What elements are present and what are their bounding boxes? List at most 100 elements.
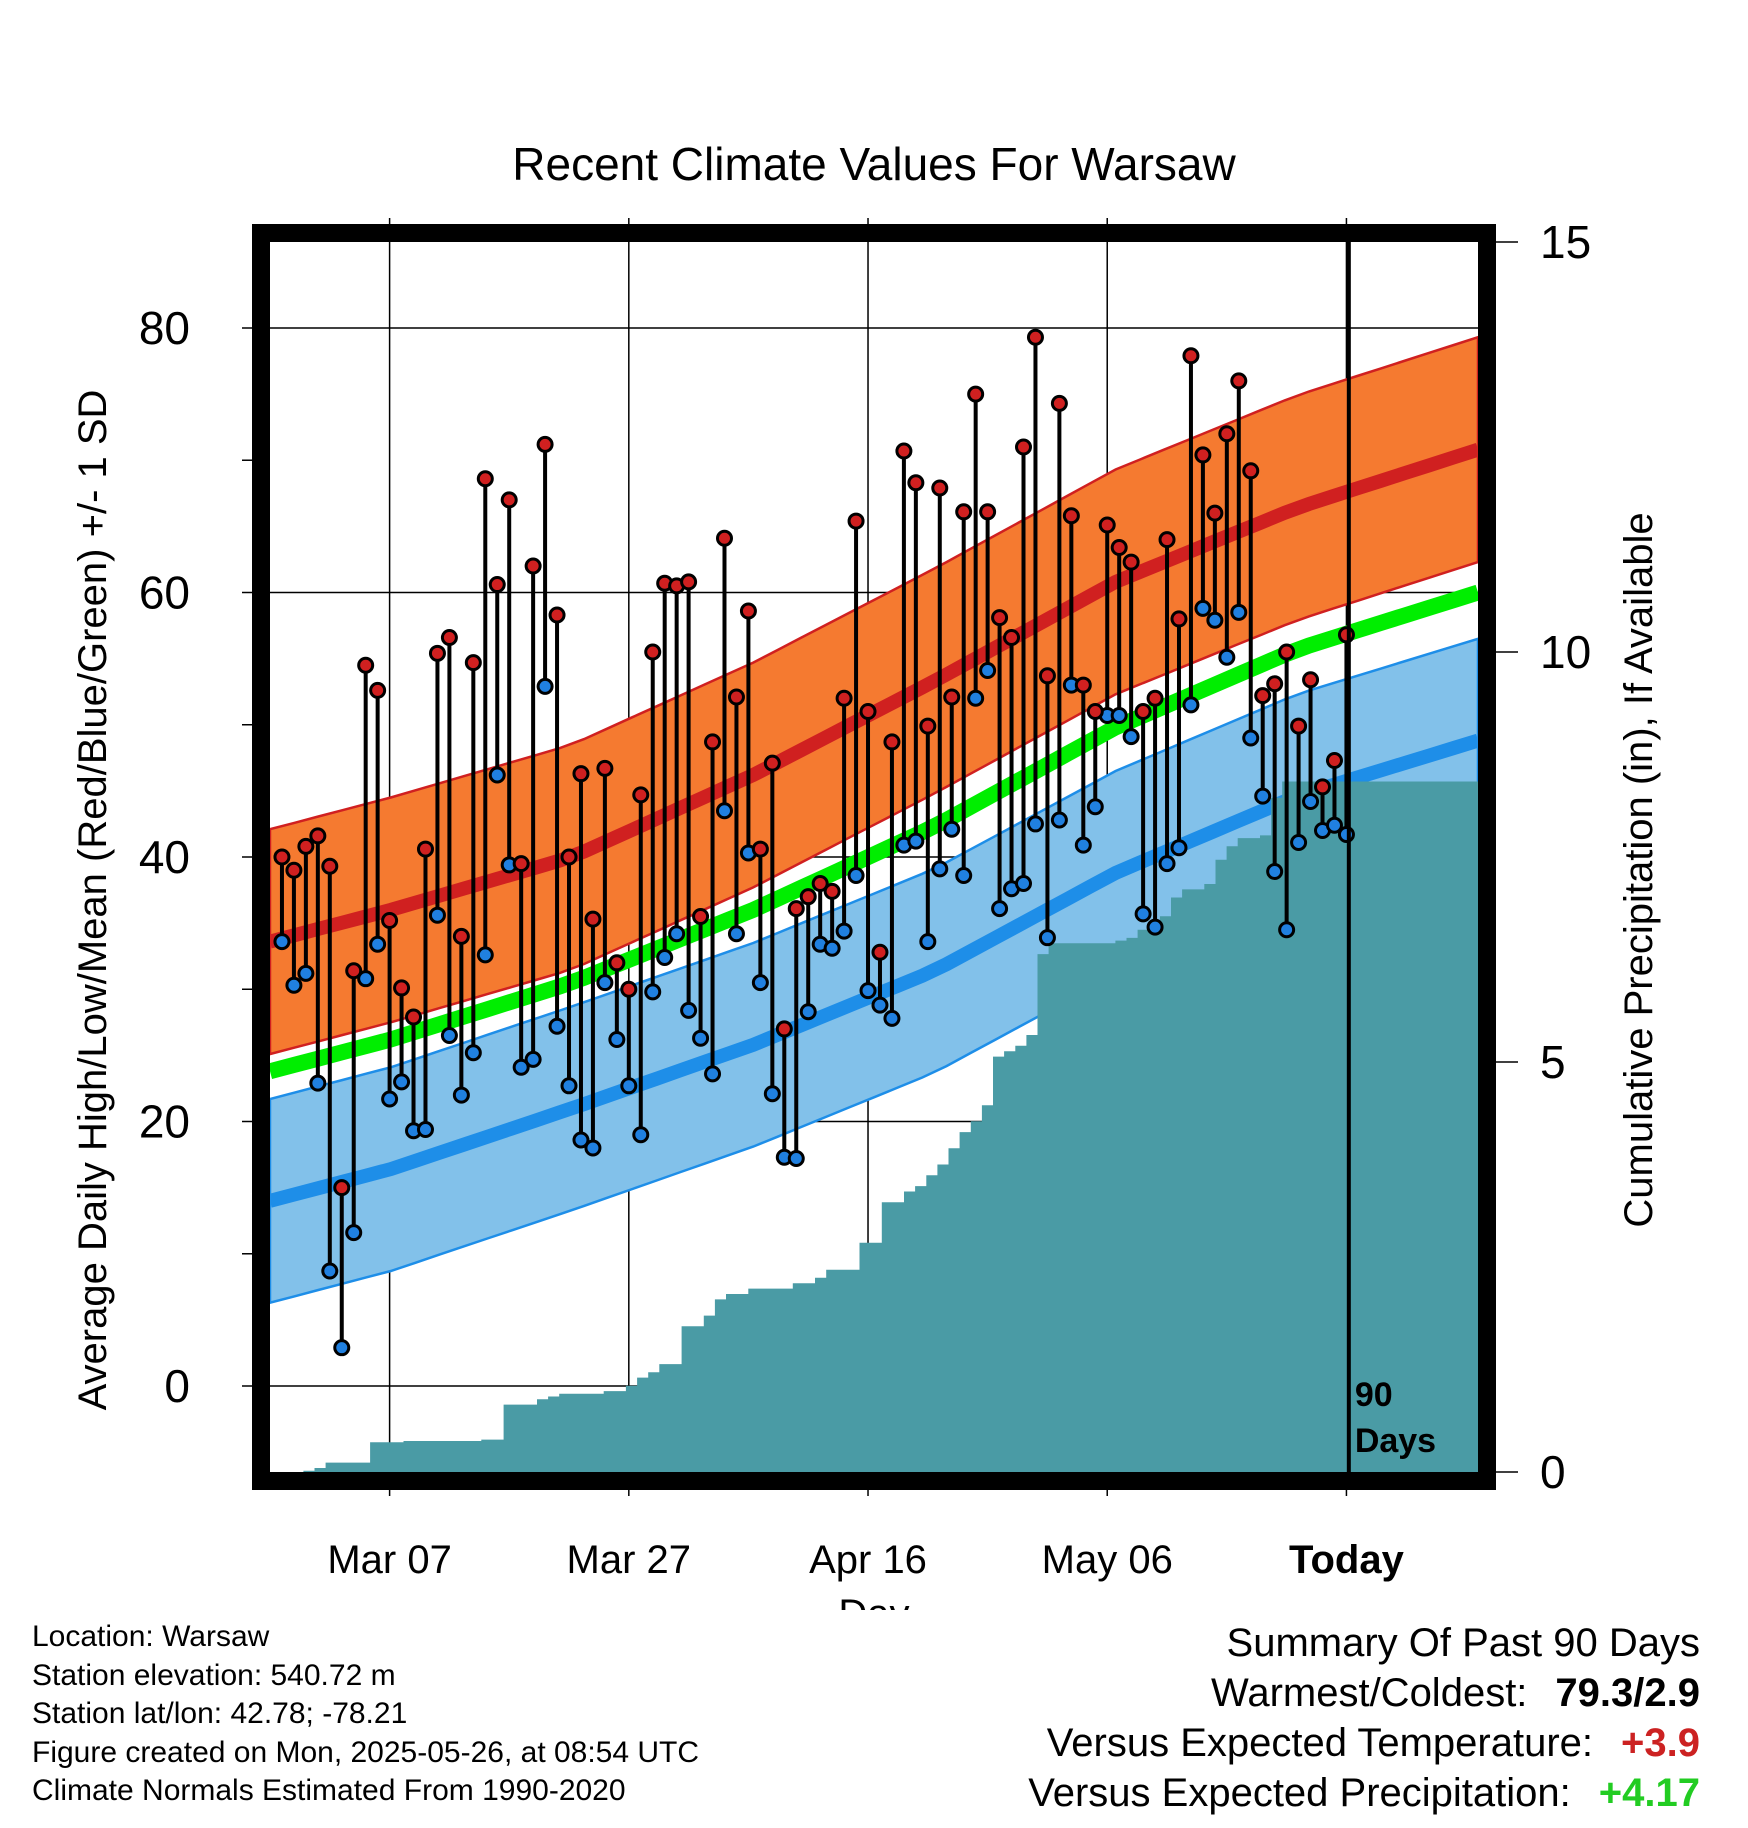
daily-high-point — [1015, 438, 1033, 456]
y-tick-label: 80 — [139, 302, 190, 354]
summary-precip-row: Versus Expected Precipitation: +4.17 — [1028, 1768, 1700, 1818]
daily-low-point — [1325, 816, 1343, 834]
daily-high-point — [979, 503, 997, 521]
daily-low-point — [967, 689, 985, 707]
daily-low-point — [369, 935, 387, 953]
daily-high-point — [787, 900, 805, 918]
x-tick-label: Apr 16 — [809, 1538, 927, 1582]
daily-high-point — [680, 573, 698, 591]
daily-high-point — [835, 689, 853, 707]
daily-low-point — [1182, 696, 1200, 714]
daily-high-point — [548, 606, 566, 624]
daily-low-point — [1218, 648, 1236, 666]
temp-value: +3.9 — [1621, 1721, 1700, 1765]
daily-low-point — [476, 946, 494, 964]
daily-low-point — [991, 900, 1009, 918]
daily-low-point — [799, 1003, 817, 1021]
precip-label: Versus Expected Precipitation: — [1028, 1771, 1571, 1815]
daily-high-point — [357, 656, 375, 674]
daily-low-point — [309, 1074, 327, 1092]
warmest-label: Warmest/Coldest: — [1211, 1671, 1528, 1715]
daily-high-point — [1122, 553, 1140, 571]
daily-high-point — [1026, 328, 1044, 346]
daily-high-point — [584, 910, 602, 928]
daily-high-point — [1266, 675, 1284, 693]
normal-low-band — [270, 637, 1478, 1304]
daily-low-point — [1086, 798, 1104, 816]
daily-high-point — [1254, 687, 1272, 705]
daily-low-point — [572, 1131, 590, 1149]
daily-low-point — [955, 867, 973, 885]
daily-low-point — [823, 939, 841, 957]
daily-high-point — [393, 979, 411, 997]
daily-low-point — [656, 949, 674, 967]
daily-high-point — [704, 733, 722, 751]
daily-low-point — [488, 766, 506, 784]
daily-high-point — [739, 602, 757, 620]
daily-high-point — [440, 628, 458, 646]
daily-low-point — [1266, 863, 1284, 881]
daily-high-point — [1086, 703, 1104, 721]
daily-low-point — [596, 974, 614, 992]
summary-panel: Summary Of Past 90 Days Warmest/Coldest:… — [1028, 1618, 1700, 1818]
daily-high-point — [405, 1008, 423, 1026]
x-tick-label: Mar 27 — [567, 1538, 692, 1582]
daily-low-point — [1050, 811, 1068, 829]
daily-high-point — [416, 840, 434, 858]
daily-low-point — [715, 802, 733, 820]
daily-low-point — [524, 1050, 542, 1068]
daily-high-point — [847, 512, 865, 530]
y-tick-label: 0 — [164, 1360, 190, 1412]
y-tick-label: 20 — [139, 1096, 190, 1148]
daily-high-point — [1003, 628, 1021, 646]
daily-low-point — [1038, 929, 1056, 947]
daily-high-point — [1050, 394, 1068, 412]
y2-tick-label: 10 — [1540, 626, 1591, 678]
y2-axis-title: Cumulative Precipitation (in), If Availa… — [1617, 512, 1661, 1227]
daily-low-point — [692, 1029, 710, 1047]
daily-low-point — [440, 1027, 458, 1045]
daily-low-point — [1254, 787, 1272, 805]
daily-low-point — [835, 922, 853, 940]
daily-low-point — [931, 860, 949, 878]
daily-low-point — [1290, 833, 1308, 851]
daily-high-point — [811, 874, 829, 892]
daily-high-point — [919, 717, 937, 735]
daily-low-point — [560, 1077, 578, 1095]
daily-low-point — [273, 933, 291, 951]
daily-high-point — [895, 442, 913, 460]
daily-high-point — [464, 654, 482, 672]
daily-high-point — [596, 759, 614, 777]
daily-low-point — [1194, 599, 1212, 617]
daily-low-point — [751, 974, 769, 992]
latlon-text: Station lat/lon: 42.78; -78.21 — [32, 1697, 408, 1730]
daily-low-point — [919, 933, 937, 951]
daily-low-point — [1015, 874, 1033, 892]
today-days-label: Days — [1355, 1422, 1436, 1460]
daily-high-point — [333, 1179, 351, 1197]
daily-high-point — [1290, 717, 1308, 735]
daily-low-point — [452, 1086, 470, 1104]
daily-low-point — [787, 1150, 805, 1168]
daily-low-point — [883, 1009, 901, 1027]
daily-high-point — [560, 848, 578, 866]
daily-high-point — [476, 470, 494, 488]
x-axis-title: Day — [838, 1592, 909, 1610]
daily-high-point — [1218, 425, 1236, 443]
daily-low-point — [345, 1224, 363, 1242]
daily-high-point — [632, 786, 650, 804]
daily-high-point — [1038, 667, 1056, 685]
daily-high-point — [297, 837, 315, 855]
daily-high-point — [751, 840, 769, 858]
daily-low-point — [644, 983, 662, 1001]
daily-low-point — [1158, 855, 1176, 873]
daily-high-point — [871, 943, 889, 961]
plot-frame — [252, 224, 1496, 1490]
x-tick-label: Today — [1289, 1538, 1405, 1582]
y-tick-label: 60 — [139, 566, 190, 618]
daily-high-point — [512, 855, 530, 873]
daily-low-point — [871, 996, 889, 1014]
y2-tick-label: 0 — [1540, 1446, 1566, 1498]
daily-high-point — [1314, 778, 1332, 796]
normals-text: Climate Normals Estimated From 1990-2020 — [32, 1774, 626, 1807]
